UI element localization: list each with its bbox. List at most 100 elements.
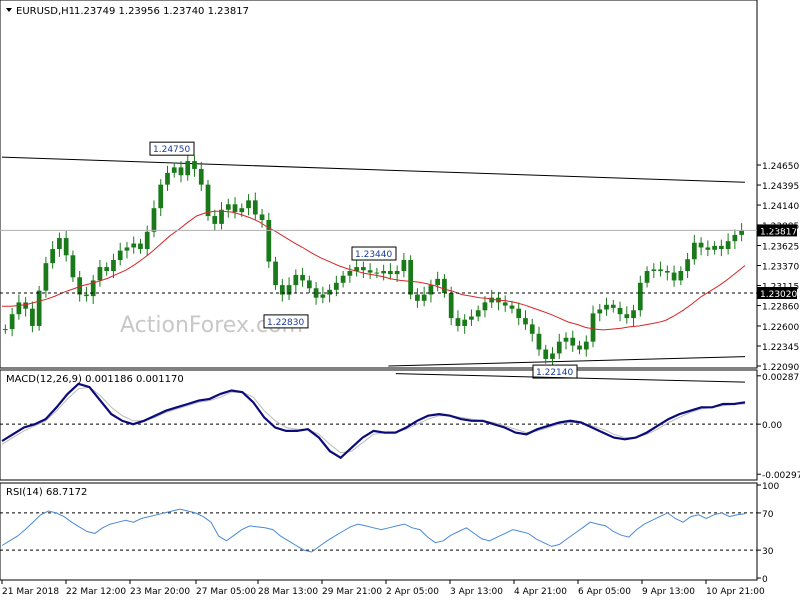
candle-body — [246, 200, 251, 209]
candle-body — [259, 214, 265, 220]
time-tick-label: 9 Apr 13:00 — [642, 587, 695, 597]
candle-body — [597, 309, 603, 314]
time-tick-label: 2 Apr 05:00 — [386, 587, 439, 597]
candle-body — [570, 337, 576, 346]
time-tick-label: 29 Mar 21:00 — [322, 587, 382, 597]
candle-body — [43, 263, 49, 291]
price-trendlines — [1, 156, 746, 367]
candle-body — [624, 314, 630, 319]
candle-body — [77, 277, 83, 295]
candle-body — [84, 294, 89, 297]
candle-body — [678, 271, 684, 281]
annotation-box — [351, 246, 397, 261]
candle-body — [604, 304, 609, 310]
candle-body — [205, 184, 211, 217]
candle-body — [306, 280, 312, 289]
macd-tick-label: -0.002974 — [762, 471, 800, 481]
candle-body — [347, 271, 353, 276]
time-tick-label: 3 Apr 13:00 — [450, 587, 503, 597]
price-tick-label: 1.22860 — [762, 303, 799, 313]
candle-body — [415, 294, 420, 301]
candle-body — [705, 247, 711, 250]
annotation-label: 1.22830 — [267, 318, 304, 328]
candle-body — [725, 241, 731, 250]
candle-body — [658, 269, 663, 272]
macd-axis: 0.002873 0.00 -0.002974 — [757, 373, 800, 481]
candle-body — [165, 172, 170, 185]
rsi-tick-label: 0 — [762, 575, 768, 585]
sma-line — [2, 210, 746, 331]
candle-body — [502, 302, 508, 306]
rsi-tick-label: 100 — [762, 482, 779, 492]
candle-body — [536, 333, 542, 350]
candle-body — [111, 260, 116, 272]
candle-body — [455, 318, 461, 326]
macd-tick-label: 0.00 — [762, 421, 782, 431]
price-tick-label: 1.23885 — [762, 222, 799, 232]
macd-label: MACD(12,26,9) 0.001186 0.001170 — [6, 374, 184, 385]
candle-body — [698, 242, 704, 248]
candle-body — [252, 200, 258, 215]
candle-body — [442, 278, 447, 293]
candle-body — [631, 310, 636, 319]
candle-body — [394, 271, 400, 275]
time-tick-label: 10 Apr 21:00 — [706, 587, 765, 597]
annotation-label: 1.22140 — [536, 368, 573, 378]
candle-body — [192, 161, 197, 169]
candle-body — [286, 285, 292, 295]
trendline — [1, 156, 746, 183]
price-tick-label: 1.23625 — [762, 242, 799, 252]
price-panel — [0, 0, 758, 369]
candle-body — [138, 243, 143, 250]
dropdown-triangle-icon[interactable] — [6, 8, 12, 12]
price-tick-label: 1.24650 — [762, 162, 799, 172]
candle-body — [225, 204, 231, 210]
candle-body — [732, 234, 738, 242]
ohlc-label: 1.23749 1.23956 1.23740 1.23817 — [74, 6, 249, 17]
candle-body — [239, 208, 245, 213]
trendline — [388, 356, 746, 367]
annotation-box — [263, 314, 309, 329]
time-axis: 21 Mar 2018 22 Mar 12:00 23 Mar 20:00 27 Ma… — [1, 580, 765, 597]
candle-body — [388, 271, 393, 275]
candle-body — [219, 209, 224, 224]
candle-body — [63, 238, 69, 256]
candle-body — [333, 282, 339, 290]
candle-body — [198, 168, 204, 185]
annotation-box — [149, 141, 195, 156]
candle-body — [361, 267, 366, 271]
candle-body — [354, 267, 359, 272]
candle-body — [664, 271, 670, 273]
candle-body — [428, 285, 434, 295]
candle-body — [50, 249, 56, 264]
rsi-panel — [0, 482, 758, 581]
candle-body — [691, 242, 697, 260]
candle-body — [16, 302, 22, 315]
candle-body — [23, 302, 29, 309]
candle-body — [421, 294, 427, 301]
candle-body — [475, 310, 481, 317]
candle-body — [712, 245, 717, 250]
candle-body — [516, 308, 522, 319]
macd-panel — [0, 369, 758, 481]
rsi-tick-label: 70 — [762, 510, 774, 520]
candle-body — [144, 231, 150, 250]
price-tick-label: 1.23370 — [762, 263, 799, 273]
candle-body — [563, 337, 569, 342]
symbol-label: EURUSD,H1 — [16, 6, 75, 17]
price-tick-label: 1.22090 — [762, 363, 799, 373]
candle-body — [273, 261, 278, 286]
candle-body — [266, 219, 272, 262]
candle-body — [158, 184, 164, 209]
macd-line — [1, 382, 746, 460]
candle-body — [482, 302, 488, 311]
price-axis: 1.24650 1.24395 1.24140 1.23885 1.23625 1.233… — [757, 162, 799, 373]
candle-body — [435, 278, 441, 286]
candle-body — [232, 204, 238, 213]
candle-body — [644, 271, 650, 283]
candle-body — [70, 255, 76, 278]
candle-body — [30, 308, 35, 326]
candle-body — [327, 289, 332, 295]
candle-body — [367, 270, 373, 273]
